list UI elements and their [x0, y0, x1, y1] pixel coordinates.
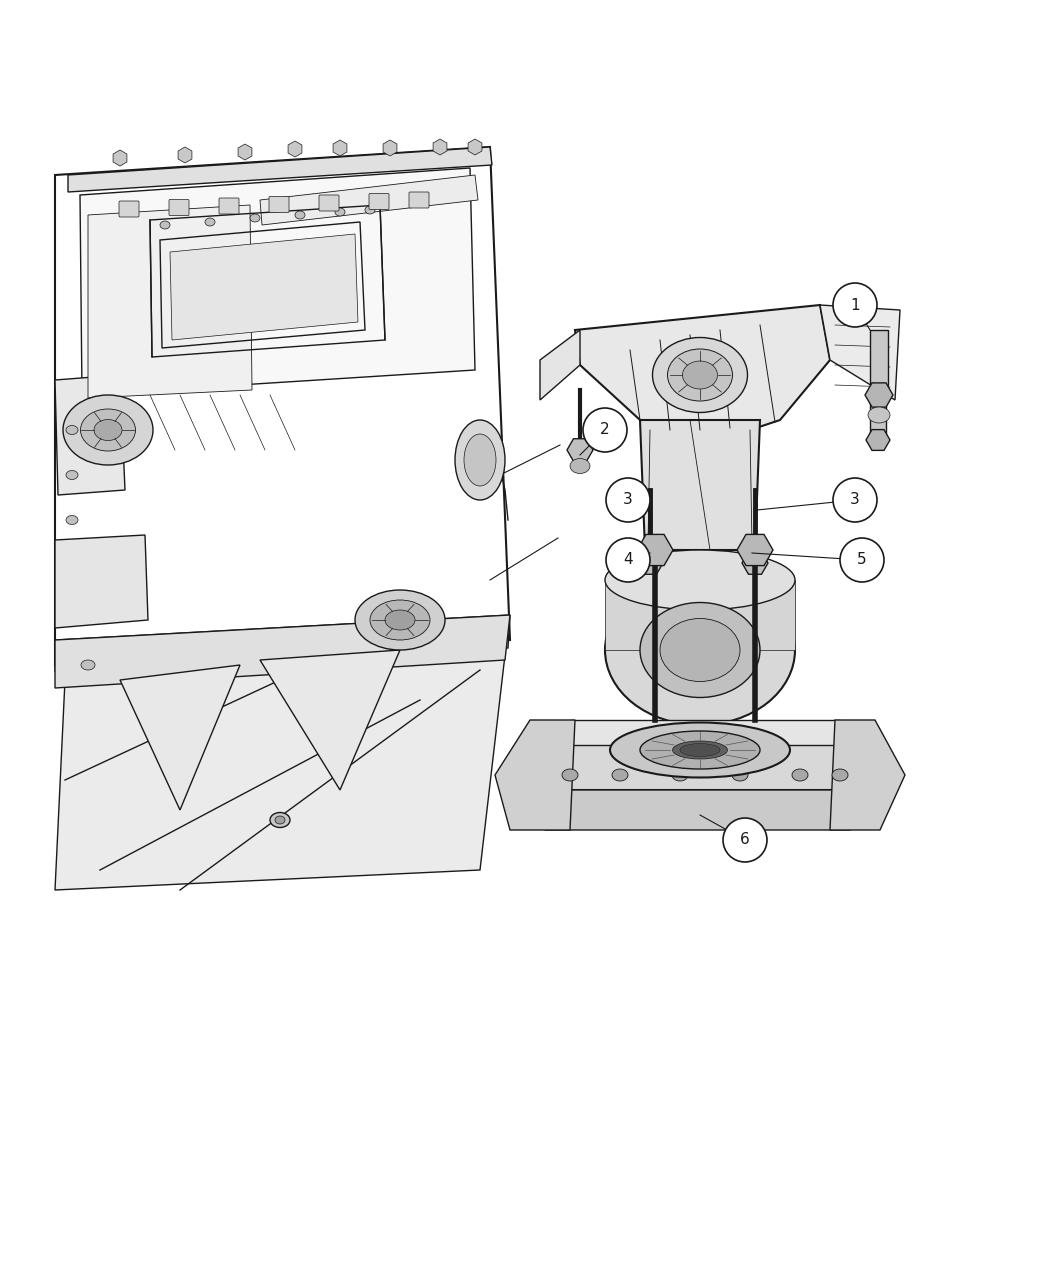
Ellipse shape: [652, 338, 748, 413]
Text: 4: 4: [624, 552, 633, 567]
Text: 2: 2: [601, 422, 610, 437]
Polygon shape: [55, 375, 125, 495]
Polygon shape: [830, 720, 905, 830]
Text: 3: 3: [623, 492, 633, 507]
FancyBboxPatch shape: [219, 198, 239, 214]
Ellipse shape: [612, 769, 628, 782]
Text: 6: 6: [740, 833, 750, 848]
Ellipse shape: [868, 407, 890, 423]
Ellipse shape: [275, 816, 285, 824]
Polygon shape: [640, 419, 760, 550]
Ellipse shape: [365, 207, 375, 214]
Ellipse shape: [81, 660, 94, 669]
Polygon shape: [55, 615, 510, 688]
FancyBboxPatch shape: [410, 193, 429, 208]
Polygon shape: [540, 330, 580, 400]
Ellipse shape: [832, 769, 848, 782]
Bar: [870, 330, 888, 385]
Ellipse shape: [270, 812, 290, 827]
Ellipse shape: [94, 419, 122, 440]
Polygon shape: [570, 720, 840, 745]
Ellipse shape: [640, 603, 760, 697]
Polygon shape: [545, 790, 860, 830]
Text: 1: 1: [850, 297, 860, 312]
Circle shape: [833, 478, 877, 521]
Text: 5: 5: [857, 552, 867, 567]
FancyBboxPatch shape: [319, 195, 339, 210]
FancyBboxPatch shape: [369, 194, 388, 209]
Ellipse shape: [160, 221, 170, 230]
Ellipse shape: [732, 769, 748, 782]
Ellipse shape: [66, 515, 78, 524]
Polygon shape: [170, 235, 358, 340]
FancyBboxPatch shape: [269, 196, 289, 213]
Ellipse shape: [562, 769, 578, 782]
Ellipse shape: [660, 618, 740, 682]
Polygon shape: [820, 305, 900, 400]
Circle shape: [606, 538, 650, 581]
Ellipse shape: [792, 769, 809, 782]
Polygon shape: [88, 205, 252, 398]
Polygon shape: [120, 666, 240, 810]
Polygon shape: [55, 615, 510, 672]
FancyBboxPatch shape: [169, 199, 189, 215]
Circle shape: [583, 408, 627, 453]
Ellipse shape: [668, 349, 733, 402]
Polygon shape: [80, 168, 475, 395]
Circle shape: [723, 819, 766, 862]
Ellipse shape: [682, 361, 717, 389]
Polygon shape: [550, 740, 860, 790]
Ellipse shape: [335, 208, 345, 215]
Polygon shape: [55, 536, 148, 629]
Polygon shape: [605, 580, 795, 650]
Ellipse shape: [672, 741, 728, 759]
Ellipse shape: [610, 723, 790, 778]
Text: 3: 3: [850, 492, 860, 507]
Ellipse shape: [385, 609, 415, 630]
Polygon shape: [495, 720, 575, 830]
Circle shape: [840, 538, 884, 581]
Ellipse shape: [66, 470, 78, 479]
Ellipse shape: [370, 601, 430, 640]
Polygon shape: [575, 305, 830, 430]
Circle shape: [606, 478, 650, 521]
Polygon shape: [260, 175, 478, 224]
FancyBboxPatch shape: [119, 201, 139, 217]
Ellipse shape: [455, 419, 505, 500]
Polygon shape: [260, 650, 400, 790]
Ellipse shape: [605, 550, 795, 609]
Polygon shape: [68, 147, 492, 193]
Ellipse shape: [570, 459, 590, 473]
Ellipse shape: [66, 426, 78, 435]
Ellipse shape: [63, 395, 153, 465]
Ellipse shape: [81, 409, 135, 451]
Ellipse shape: [672, 769, 688, 782]
Ellipse shape: [680, 743, 720, 756]
Polygon shape: [55, 655, 505, 890]
Ellipse shape: [295, 210, 304, 219]
Ellipse shape: [640, 731, 760, 769]
Ellipse shape: [605, 575, 795, 725]
Ellipse shape: [464, 434, 496, 486]
Circle shape: [833, 283, 877, 326]
Ellipse shape: [355, 590, 445, 650]
Ellipse shape: [250, 214, 260, 222]
Bar: [870, 395, 886, 435]
Ellipse shape: [205, 218, 215, 226]
